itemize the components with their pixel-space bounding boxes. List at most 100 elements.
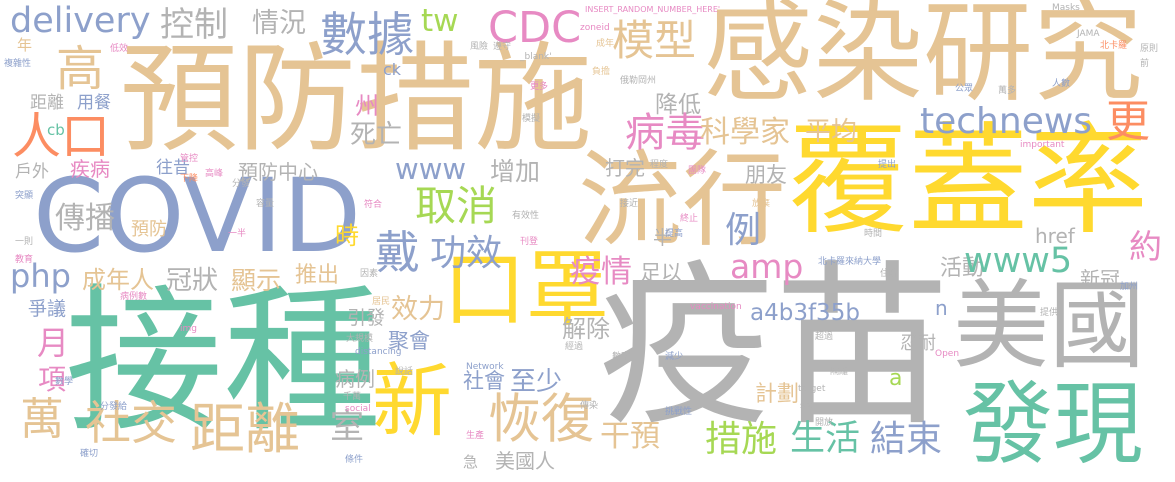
word-cloud-term: 推出 — [295, 263, 340, 288]
word-cloud-term: 高 — [56, 41, 105, 97]
word-cloud-term: 分發 — [232, 179, 251, 189]
word-cloud-term: Network — [466, 362, 504, 372]
word-cloud-term: 提高 — [665, 229, 684, 239]
word-cloud-term: 感染研究 — [703, 0, 1143, 117]
word-cloud-term: 時間 — [864, 229, 883, 239]
word-cloud-term: 效力 — [391, 294, 445, 325]
word-cloud-term: 至少 — [510, 367, 563, 397]
word-cloud-term: 數字 — [612, 352, 631, 362]
word-cloud-term: 條件 — [345, 455, 364, 465]
word-cloud-term: 一半 — [228, 229, 247, 239]
word-cloud-term: technews — [920, 101, 1093, 142]
word-cloud-term: 前 — [1140, 59, 1150, 69]
word-cloud-term: 傳染 — [580, 401, 599, 411]
word-cloud-term: 確切 — [80, 449, 99, 459]
word-cloud-term: 爭議 — [28, 298, 67, 320]
word-cloud-term: php — [10, 257, 71, 295]
word-cloud-term: 病毒 — [625, 110, 705, 156]
word-cloud-term: 原則 — [1140, 44, 1159, 54]
word-cloud-term: 顯示 — [231, 266, 282, 295]
word-cloud-term: 聚會 — [388, 329, 430, 353]
word-cloud-term: 恢復 — [488, 389, 594, 450]
word-cloud-term: 低效 — [110, 44, 129, 54]
word-cloud-term: 室 — [330, 407, 364, 447]
word-cloud-term: 情況 — [252, 8, 306, 39]
word-cloud-term: img — [180, 324, 197, 334]
word-cloud-term: a — [889, 366, 903, 391]
word-cloud-term: 增加 — [490, 157, 541, 186]
word-cloud-term: 接種 — [65, 270, 381, 454]
word-cloud-term: 朋友 — [745, 163, 787, 187]
word-cloud-term: Open — [935, 349, 960, 359]
word-cloud-term: 容量 — [256, 199, 275, 209]
word-cloud-term: INSERT_RANDOM_NUMBER_HERE' — [585, 5, 721, 14]
word-cloud-term: 北卡羅來納大學 — [818, 257, 882, 267]
word-cloud-term: 社會 — [463, 369, 505, 393]
word-cloud-term: 風險 — [470, 42, 489, 52]
word-cloud-term: 美國人 — [495, 449, 555, 473]
word-cloud-term: 發現 — [963, 372, 1143, 477]
word-cloud-term: 病例數 — [120, 292, 148, 302]
word-cloud-term: CDC — [488, 3, 582, 53]
word-cloud-term: distancing — [355, 347, 402, 357]
word-cloud-term: 千萬 — [343, 392, 362, 402]
word-cloud-term: href — [1035, 224, 1075, 248]
word-cloud-term: 減少 — [665, 352, 684, 362]
word-cloud-term: 約 — [1129, 227, 1162, 266]
word-cloud-term: 解除 — [562, 315, 610, 343]
word-cloud-term: n — [935, 296, 948, 320]
word-cloud-term: 放棄 — [752, 199, 771, 209]
word-cloud-term: 死亡 — [350, 120, 403, 150]
word-cloud-term: 團隊 — [688, 166, 707, 176]
word-cloud-term: 戴 — [375, 226, 421, 279]
word-cloud-term: 取消 — [415, 182, 497, 230]
word-cloud-term: 超過 — [815, 332, 834, 342]
word-cloud-term: 降低 — [655, 92, 701, 118]
word-cloud-term: 高峰 — [205, 169, 224, 179]
word-cloud-term: 功效 — [430, 233, 503, 274]
word-cloud-term: 更多 — [530, 82, 549, 92]
word-cloud-term: src — [800, 401, 814, 411]
word-cloud-term: 有效性 — [512, 211, 540, 221]
word-cloud-term: 美國 — [953, 270, 1145, 382]
word-cloud-term: 距離 — [30, 93, 64, 113]
word-cloud-term: 預防 — [131, 219, 167, 240]
word-cloud-term: 加州 — [1120, 282, 1139, 292]
word-cloud-term: 引發 — [347, 307, 386, 329]
word-cloud-term: 忍耐 — [900, 333, 936, 354]
word-cloud-term: 距離 — [190, 397, 301, 461]
word-cloud-term: 一則 — [15, 237, 34, 247]
word-cloud-term: 因素 — [360, 269, 379, 279]
word-cloud-term: 足以 — [640, 261, 682, 285]
word-cloud-term: 複雜性 — [4, 59, 32, 69]
word-cloud-term: 遵守 — [493, 42, 512, 52]
word-cloud-term: 說話 — [395, 367, 414, 377]
word-cloud-term: 半 — [653, 227, 673, 249]
word-cloud-term: 戶外 — [15, 162, 49, 182]
word-cloud-term: 例 — [725, 210, 762, 251]
word-cloud-term: 用餐 — [77, 93, 111, 113]
word-cloud-term: 社交 — [85, 396, 177, 450]
word-cloud-term: 生產 — [466, 431, 485, 441]
word-cloud-term: 模型 — [612, 16, 697, 65]
word-cloud-term: 月 — [37, 324, 70, 362]
word-cloud-term: 平均 — [805, 117, 858, 147]
word-cloud-term: 口罩 — [443, 241, 609, 338]
word-cloud-term: 活動 — [940, 256, 985, 281]
word-cloud-term: 生活 — [790, 419, 861, 459]
word-cloud-term: 傳播 — [55, 201, 115, 236]
word-cloud-term: cb — [47, 121, 65, 139]
word-cloud-term: target — [798, 384, 826, 394]
word-cloud-term: 流行 — [578, 139, 787, 261]
word-cloud-term: 萬多 — [998, 86, 1017, 96]
word-cloud-term: vaccination — [690, 302, 742, 312]
word-cloud-term: 萬 — [20, 394, 64, 445]
word-cloud-term: 北卡羅 — [1100, 41, 1128, 51]
word-cloud-term: 模擬 — [522, 114, 541, 124]
word-cloud-term: 人口 — [12, 108, 111, 165]
word-cloud-term: 計劃 — [755, 382, 800, 407]
word-cloud-term: tw — [421, 3, 459, 39]
word-cloud-term: a4b3f35b — [750, 300, 860, 326]
word-cloud-term: 管控 — [180, 154, 199, 164]
word-cloud-term: _blank' — [520, 52, 552, 62]
